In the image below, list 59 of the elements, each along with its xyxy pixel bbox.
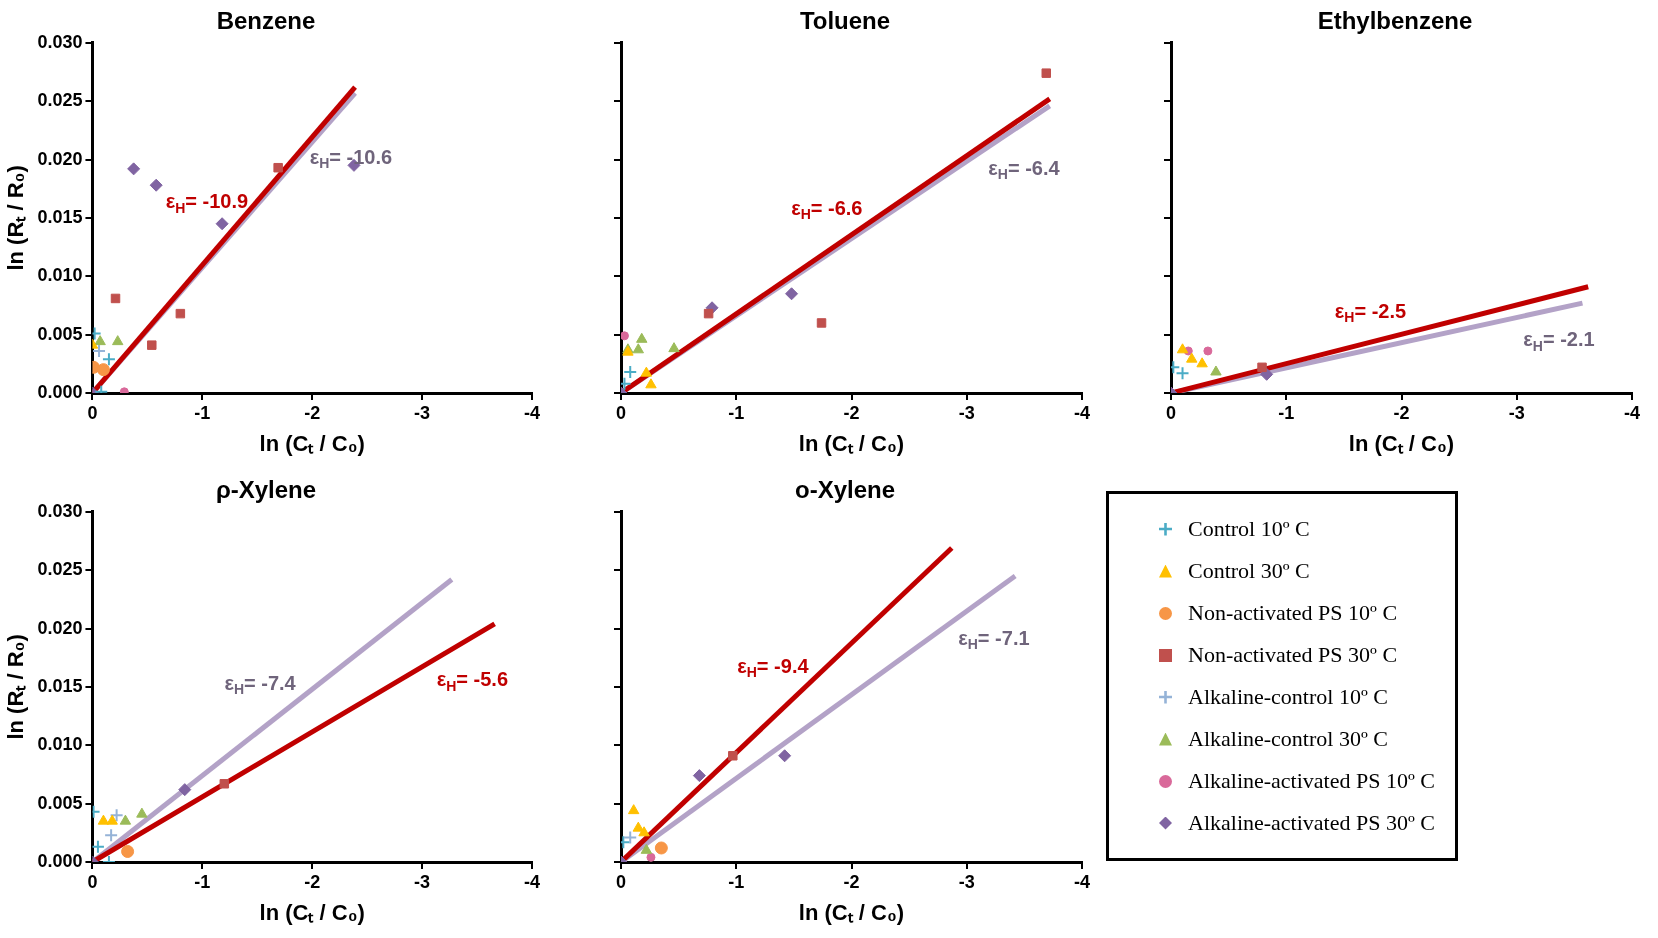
y-tick-label: 0.005 <box>37 792 83 813</box>
legend-label: Alkaline-control 10º C <box>1188 684 1388 710</box>
x-axis-title: ln (Cₜ / C₀) <box>259 430 365 456</box>
y-tick-label: 0.030 <box>37 31 83 52</box>
y-tick-label: 0.020 <box>37 148 83 169</box>
x-tick-label: -2 <box>1393 402 1410 423</box>
x-tick-label: -3 <box>958 402 975 423</box>
chart-title: Toluene <box>799 7 891 35</box>
y-tick-label: 0.020 <box>37 617 83 638</box>
x-tick-label: -1 <box>1278 402 1295 423</box>
x-tick-label: -2 <box>304 871 321 892</box>
x-tick-label: 0 <box>87 871 98 892</box>
y-tick-label: 0.030 <box>37 500 83 521</box>
x-tick-label: -1 <box>194 871 211 892</box>
y-tick-label: 0.005 <box>37 323 83 344</box>
x-tick-label: -3 <box>1508 402 1525 423</box>
legend-label: Alkaline-control 30º C <box>1188 726 1388 752</box>
chart-title: o-Xylene <box>794 476 896 504</box>
x-axis-title: ln (Cₜ / C₀) <box>1348 430 1455 456</box>
y-tick-label: 0.010 <box>37 265 83 286</box>
x-tick-label: -4 <box>1073 871 1091 892</box>
y-tick-label: 0.025 <box>37 90 83 111</box>
chart-title: Benzene <box>216 7 316 35</box>
x-tick-label: -1 <box>728 871 745 892</box>
x-tick-label: -4 <box>1623 402 1641 423</box>
x-tick-label: -3 <box>958 871 975 892</box>
x-tick-label: -4 <box>523 871 541 892</box>
x-tick-label: -1 <box>194 402 211 423</box>
legend-label: Non-activated PS 30º C <box>1188 642 1398 668</box>
legend-label: Control 30º C <box>1188 558 1310 584</box>
x-tick-label: -1 <box>728 402 745 423</box>
x-axis-title: ln (Cₜ / C₀) <box>798 899 905 925</box>
x-axis-title: ln (Cₜ / C₀) <box>259 899 365 925</box>
legend-label: Control 10º C <box>1188 516 1310 542</box>
legend-label: Alkaline-activated PS 30º C <box>1188 810 1435 836</box>
x-axis-title: ln (Cₜ / C₀) <box>798 430 905 456</box>
x-tick-label: -4 <box>523 402 541 423</box>
y-tick-label: 0.000 <box>37 850 83 871</box>
x-tick-label: -4 <box>1073 402 1091 423</box>
chart-title: ρ-Xylene <box>215 476 317 504</box>
legend-label: Alkaline-activated PS 10º C <box>1188 768 1435 794</box>
x-tick-label: 0 <box>1165 402 1177 423</box>
y-tick-label: 0.025 <box>37 559 83 580</box>
x-tick-label: -2 <box>843 402 860 423</box>
x-tick-label: -3 <box>414 871 431 892</box>
x-tick-label: -3 <box>414 402 431 423</box>
y-tick-label: 0.015 <box>37 206 83 227</box>
y-axis-title: ln (Rₜ / R₀) <box>3 634 29 740</box>
y-tick-label: 0.015 <box>37 675 83 696</box>
y-tick-label: 0.000 <box>37 381 83 402</box>
y-tick-label: 0.010 <box>37 734 83 755</box>
x-tick-label: 0 <box>615 871 627 892</box>
x-tick-label: 0 <box>615 402 627 423</box>
x-tick-label: -2 <box>843 871 860 892</box>
chart-title: Ethylbenzene <box>1317 7 1473 35</box>
y-axis-title: ln (Rₜ / R₀) <box>3 165 29 271</box>
x-tick-label: 0 <box>87 402 98 423</box>
x-tick-label: -2 <box>304 402 321 423</box>
legend-label: Non-activated PS 10º C <box>1188 600 1398 626</box>
